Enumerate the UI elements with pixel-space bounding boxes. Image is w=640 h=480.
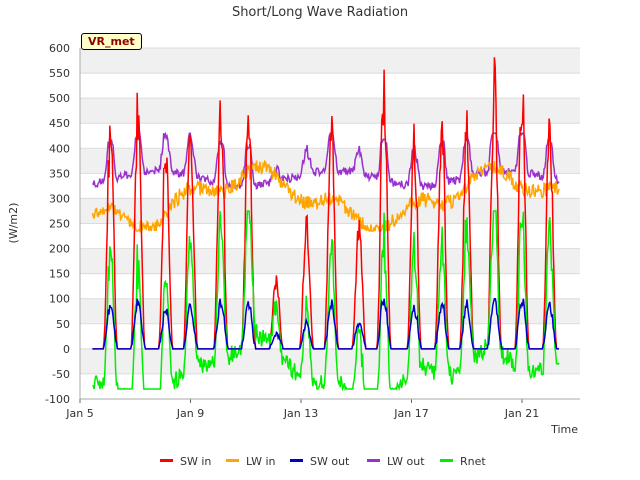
x-tick-label: Jan 5: [65, 407, 93, 420]
y-tick-label: 550: [49, 67, 70, 80]
y-tick-label: 450: [49, 117, 70, 130]
y-tick-label: 350: [49, 167, 70, 180]
grid-band: [80, 98, 580, 124]
legend-swatch: [367, 459, 380, 462]
y-tick-label: 200: [49, 243, 70, 256]
x-tick-label: Jan 21: [504, 407, 539, 420]
legend-swatch: [440, 459, 453, 462]
legend-swatch: [290, 459, 303, 462]
legend-label: SW out: [310, 455, 350, 468]
y-tick-label: 300: [49, 192, 70, 205]
legend-label: LW in: [246, 455, 276, 468]
legend-label: LW out: [387, 455, 425, 468]
series-line-rnet: [92, 210, 560, 392]
y-tick-label: 50: [56, 318, 70, 331]
station-badge: VR_met: [81, 33, 142, 50]
legend-label: Rnet: [460, 455, 486, 468]
chart-title: Short/Long Wave Radiation: [232, 5, 408, 20]
y-tick-label: 500: [49, 92, 70, 105]
y-tick-label: 150: [49, 268, 70, 281]
series-line-lw-out: [91, 130, 560, 192]
y-tick-label: 400: [49, 142, 70, 155]
series-line-lw-in: [91, 159, 560, 234]
legend-swatch: [160, 459, 173, 462]
grid-band: [80, 48, 580, 74]
legend-label: SW in: [180, 455, 211, 468]
x-axis-label: Time: [550, 423, 578, 436]
y-tick-label: 600: [49, 42, 70, 55]
x-tick-label: Jan 17: [393, 407, 428, 420]
y-axis-label: (W/m2): [7, 203, 20, 244]
y-tick-label: -50: [52, 368, 70, 381]
x-tick-label: Jan 9: [176, 407, 204, 420]
y-tick-label: -100: [45, 393, 70, 406]
y-tick-label: 0: [63, 343, 70, 356]
y-tick-label: 100: [49, 293, 70, 306]
grid-band: [80, 348, 580, 374]
series-line-sw-out: [92, 297, 559, 350]
x-tick-label: Jan 13: [283, 407, 318, 420]
legend-swatch: [226, 459, 239, 462]
y-tick-label: 250: [49, 218, 70, 231]
